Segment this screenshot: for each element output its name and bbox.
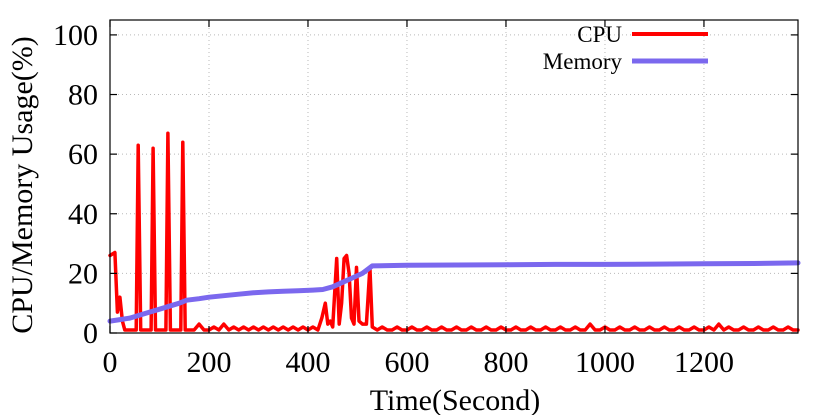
series-line-cpu xyxy=(108,131,800,332)
x-tick-label: 400 xyxy=(285,346,330,379)
x-tick-label: 1200 xyxy=(674,346,734,379)
y-tick-label: 60 xyxy=(68,138,98,171)
x-tick-label: 1000 xyxy=(575,346,635,379)
tick-labels: 0 200 400 600 800 1000 1200 0 20 40 60 80 100 xyxy=(53,19,734,379)
x-tick-label: 600 xyxy=(384,346,429,379)
ticks xyxy=(109,20,798,334)
y-tick-label: 80 xyxy=(68,79,98,112)
legend-label-memory: Memory xyxy=(543,49,623,74)
y-tick-label: 40 xyxy=(68,198,98,231)
x-tick-label: 0 xyxy=(103,346,118,379)
y-axis-title: CPU/Memory Usage(%) xyxy=(6,36,39,333)
x-tick-label: 200 xyxy=(186,346,231,379)
y-tick-label: 20 xyxy=(68,257,98,290)
x-tick-label: 800 xyxy=(483,346,528,379)
series-line-memory xyxy=(107,260,801,324)
plot-frame xyxy=(109,19,799,334)
x-axis-title: Time(Second) xyxy=(370,384,541,415)
grid xyxy=(109,20,798,334)
y-tick-label: 100 xyxy=(53,19,98,52)
series-group xyxy=(107,131,801,332)
y-tick-label: 0 xyxy=(83,317,98,350)
legend-label-cpu: CPU xyxy=(577,22,622,47)
